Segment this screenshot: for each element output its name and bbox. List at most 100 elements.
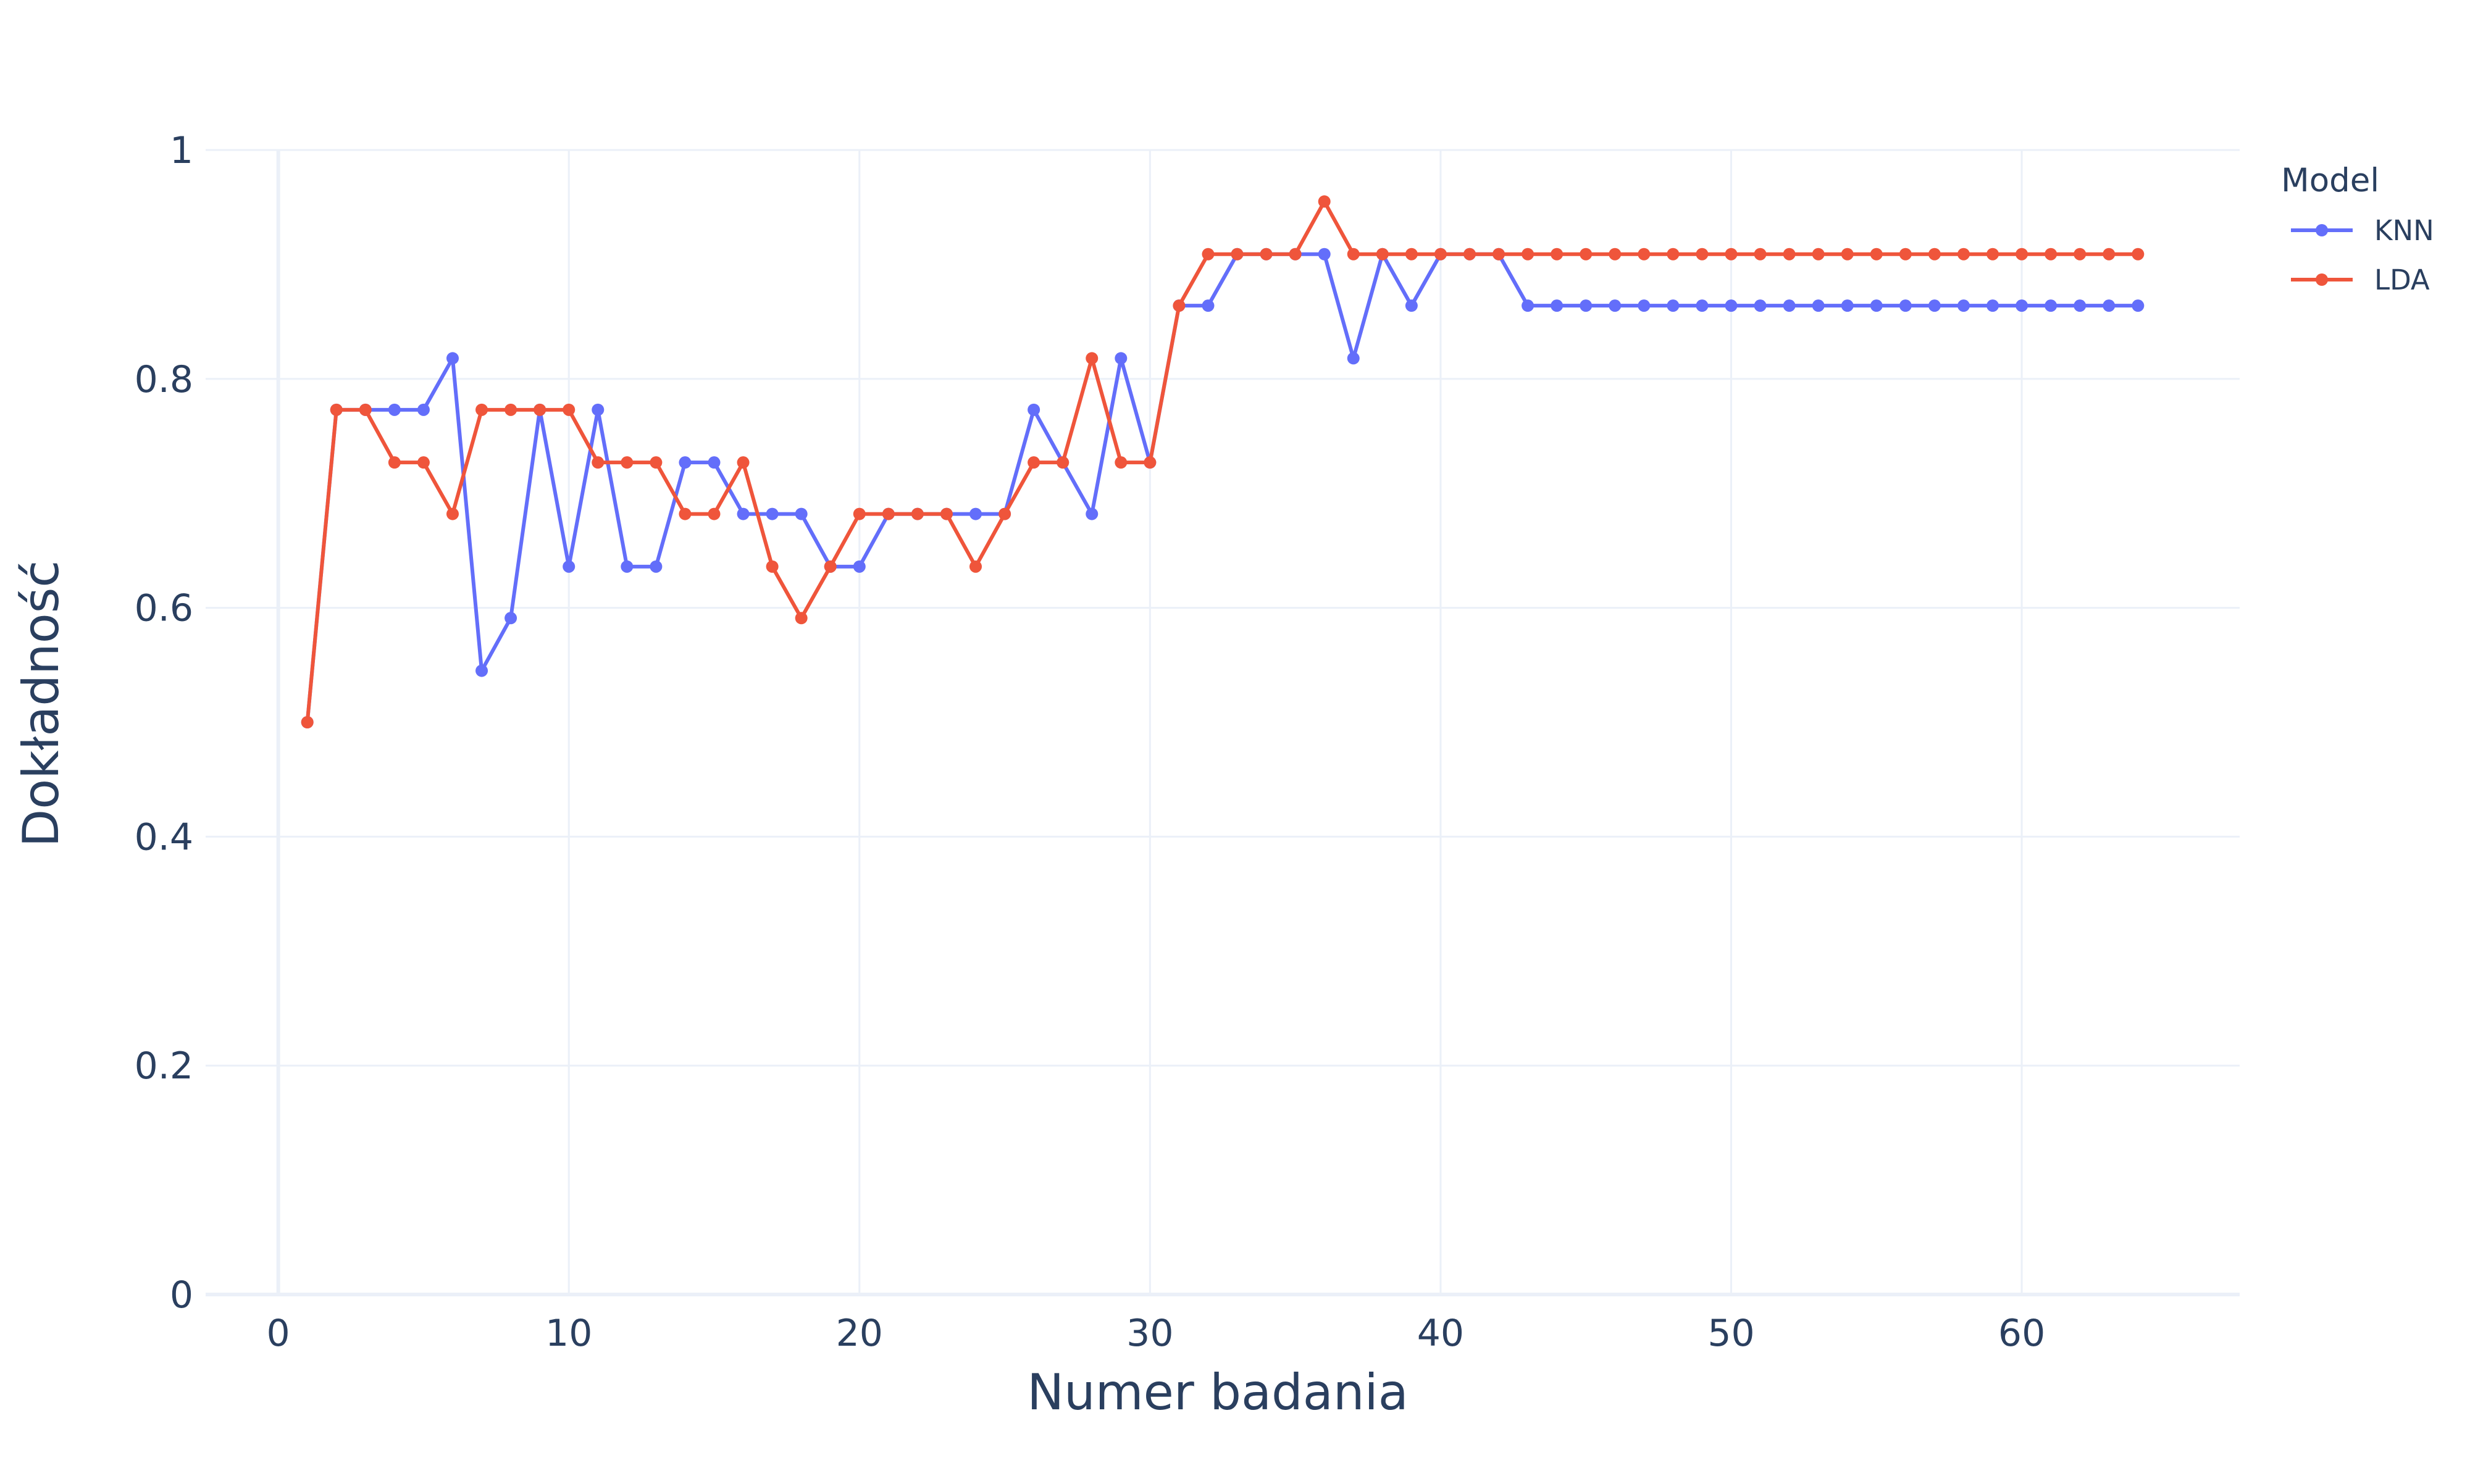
data-point-knn xyxy=(1405,299,1418,312)
data-point-knn xyxy=(2074,299,2087,312)
data-point-lda xyxy=(940,507,953,520)
data-point-lda xyxy=(1986,248,1999,261)
data-point-knn xyxy=(1551,299,1564,312)
data-point-lda xyxy=(1086,352,1099,365)
data-point-lda xyxy=(1725,248,1738,261)
data-point-lda xyxy=(1841,248,1854,261)
data-point-lda xyxy=(1347,248,1360,261)
data-point-lda xyxy=(853,507,866,520)
data-point-lda xyxy=(1957,248,1970,261)
data-point-knn xyxy=(853,560,866,573)
data-point-knn xyxy=(1638,299,1651,312)
data-point-knn xyxy=(388,403,401,416)
data-point-knn xyxy=(2132,299,2145,312)
data-point-lda xyxy=(1202,248,1215,261)
legend[interactable]: Model KNN LDA xyxy=(2281,162,2434,296)
data-point-knn xyxy=(504,612,517,625)
data-point-lda xyxy=(1028,456,1040,469)
data-point-knn xyxy=(766,507,779,520)
data-point-knn xyxy=(1870,299,1883,312)
data-point-lda xyxy=(1173,299,1186,312)
data-point-lda xyxy=(2016,248,2028,261)
data-point-knn xyxy=(1028,403,1040,416)
data-point-lda xyxy=(1289,248,1302,261)
data-point-lda xyxy=(1667,248,1680,261)
data-point-knn xyxy=(1202,299,1215,312)
legend-item-knn[interactable]: KNN xyxy=(2291,214,2434,247)
x-axis-title: Numer badania xyxy=(1027,1364,1409,1421)
data-point-lda xyxy=(1376,248,1389,261)
data-point-knn xyxy=(969,507,982,520)
data-point-knn xyxy=(1783,299,1796,312)
data-point-lda xyxy=(650,456,663,469)
data-point-knn xyxy=(1115,352,1128,365)
data-point-knn xyxy=(1086,507,1099,520)
data-point-lda xyxy=(2103,248,2116,261)
data-point-lda xyxy=(359,403,372,416)
data-point-knn xyxy=(446,352,459,365)
data-point-lda xyxy=(1434,248,1447,261)
data-point-lda xyxy=(1928,248,1941,261)
data-point-knn xyxy=(679,456,692,469)
legend-items[interactable]: KNN LDA xyxy=(2291,214,2434,296)
data-point-knn xyxy=(1696,299,1709,312)
data-point-lda xyxy=(2074,248,2087,261)
data-point-lda xyxy=(795,612,808,625)
series xyxy=(301,195,2145,728)
data-point-lda xyxy=(330,403,343,416)
data-point-knn xyxy=(1928,299,1941,312)
data-point-lda xyxy=(1057,456,1070,469)
legend-item-lda[interactable]: LDA xyxy=(2291,264,2430,296)
series-knn xyxy=(301,248,2145,728)
data-point-knn xyxy=(1841,299,1854,312)
x-tick-label: 60 xyxy=(1998,1312,2045,1355)
zero-lines xyxy=(206,150,2240,1296)
data-point-lda xyxy=(1696,248,1709,261)
data-point-lda xyxy=(737,456,750,469)
x-tick-label: 20 xyxy=(836,1312,883,1355)
data-point-knn xyxy=(2103,299,2116,312)
data-point-lda xyxy=(2132,248,2145,261)
x-tick-label: 0 xyxy=(267,1312,290,1355)
y-tick-label: 0 xyxy=(170,1273,193,1317)
y-tick-label: 1 xyxy=(170,129,193,172)
data-point-lda xyxy=(2045,248,2058,261)
x-tick-label: 50 xyxy=(1707,1312,1754,1355)
data-point-lda xyxy=(1812,248,1825,261)
data-point-lda xyxy=(882,507,895,520)
legend-label-knn: KNN xyxy=(2374,214,2434,247)
x-tick-label: 10 xyxy=(545,1312,592,1355)
x-tick-label: 30 xyxy=(1126,1312,1173,1355)
data-point-lda xyxy=(1405,248,1418,261)
data-point-knn xyxy=(1754,299,1767,312)
data-point-knn xyxy=(708,456,721,469)
data-point-lda xyxy=(1260,248,1273,261)
data-point-lda xyxy=(1492,248,1505,261)
data-point-lda xyxy=(1783,248,1796,261)
data-point-lda xyxy=(417,456,430,469)
data-point-knn xyxy=(563,560,576,573)
data-point-knn xyxy=(737,507,750,520)
data-point-lda xyxy=(1144,456,1157,469)
data-point-lda xyxy=(1754,248,1767,261)
grid xyxy=(206,149,2240,1294)
data-point-lda xyxy=(679,507,692,520)
data-point-lda xyxy=(446,507,459,520)
data-point-lda xyxy=(766,560,779,573)
data-point-lda xyxy=(1580,248,1593,261)
data-point-lda xyxy=(563,403,576,416)
x-tick-label: 40 xyxy=(1417,1312,1464,1355)
data-point-knn xyxy=(1609,299,1622,312)
data-point-knn xyxy=(2016,299,2028,312)
data-point-knn xyxy=(1957,299,1970,312)
data-point-knn xyxy=(1725,299,1738,312)
data-point-lda xyxy=(592,456,605,469)
data-point-knn xyxy=(1318,248,1331,261)
data-point-knn xyxy=(650,560,663,573)
data-point-lda xyxy=(708,507,721,520)
y-tick-label: 0.8 xyxy=(135,358,193,401)
data-point-knn xyxy=(621,560,634,573)
data-point-lda xyxy=(301,716,314,728)
data-point-knn xyxy=(1899,299,1912,312)
y-axis-ticks: 0 0.2 0.4 0.6 0.8 1 xyxy=(135,129,193,1317)
